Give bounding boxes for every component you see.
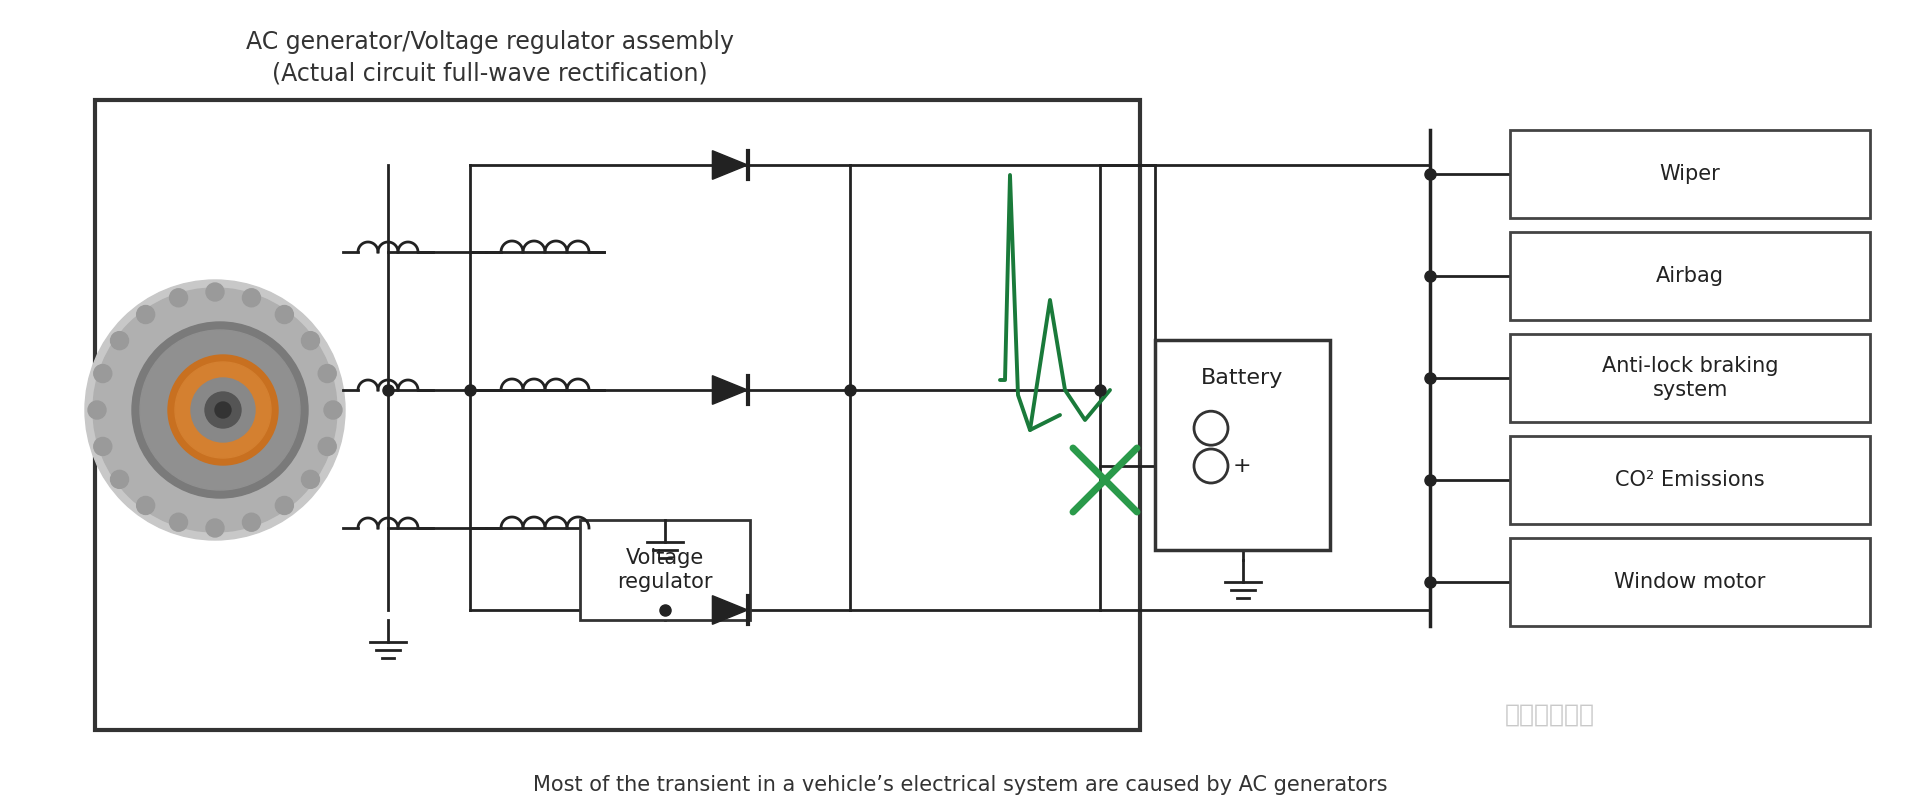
Polygon shape — [712, 376, 747, 404]
Text: Wiper: Wiper — [1659, 164, 1720, 184]
Circle shape — [319, 437, 336, 456]
Circle shape — [94, 364, 111, 382]
Circle shape — [205, 392, 242, 428]
Bar — [1509, 436, 1870, 524]
Circle shape — [190, 378, 255, 442]
Circle shape — [324, 401, 342, 419]
Circle shape — [319, 364, 336, 382]
Circle shape — [242, 513, 261, 531]
Text: Most of the transient in a vehicle’s electrical system are caused by AC generato: Most of the transient in a vehicle’s ele… — [532, 775, 1388, 795]
Bar — [580, 520, 751, 620]
Circle shape — [205, 283, 225, 301]
Circle shape — [132, 322, 307, 498]
Circle shape — [136, 305, 156, 323]
Text: Anti-lock braking
system: Anti-lock braking system — [1601, 356, 1778, 400]
Bar — [1509, 334, 1870, 422]
Circle shape — [169, 288, 188, 307]
Bar — [1509, 130, 1870, 218]
Circle shape — [169, 355, 278, 465]
Text: AC generator/Voltage regulator assembly: AC generator/Voltage regulator assembly — [246, 30, 733, 54]
Text: 汽车电子设计: 汽车电子设计 — [1505, 703, 1596, 727]
Circle shape — [175, 362, 271, 458]
Circle shape — [136, 496, 156, 515]
Text: +: + — [1233, 456, 1252, 476]
Circle shape — [205, 519, 225, 537]
Circle shape — [169, 513, 188, 531]
Circle shape — [84, 280, 346, 540]
Circle shape — [215, 402, 230, 418]
Text: Voltage
regulator: Voltage regulator — [616, 549, 712, 591]
Text: CO² Emissions: CO² Emissions — [1615, 470, 1764, 490]
Polygon shape — [712, 151, 747, 179]
Circle shape — [92, 288, 338, 532]
Circle shape — [140, 330, 300, 490]
Circle shape — [275, 305, 294, 323]
Bar — [1509, 538, 1870, 626]
Circle shape — [111, 331, 129, 350]
Polygon shape — [712, 595, 747, 625]
Circle shape — [275, 496, 294, 515]
Bar — [1509, 232, 1870, 320]
Text: Airbag: Airbag — [1655, 266, 1724, 286]
Circle shape — [88, 401, 106, 419]
Bar — [1156, 340, 1331, 550]
Circle shape — [301, 331, 319, 350]
Circle shape — [242, 288, 261, 307]
Bar — [94, 100, 1140, 730]
Circle shape — [111, 470, 129, 488]
Circle shape — [301, 470, 319, 488]
Circle shape — [94, 437, 111, 456]
Text: Window motor: Window motor — [1615, 572, 1766, 592]
Circle shape — [1194, 449, 1229, 483]
Text: Battery: Battery — [1202, 368, 1284, 388]
Circle shape — [1194, 411, 1229, 445]
Text: (Actual circuit full-wave rectification): (Actual circuit full-wave rectification) — [273, 62, 708, 86]
